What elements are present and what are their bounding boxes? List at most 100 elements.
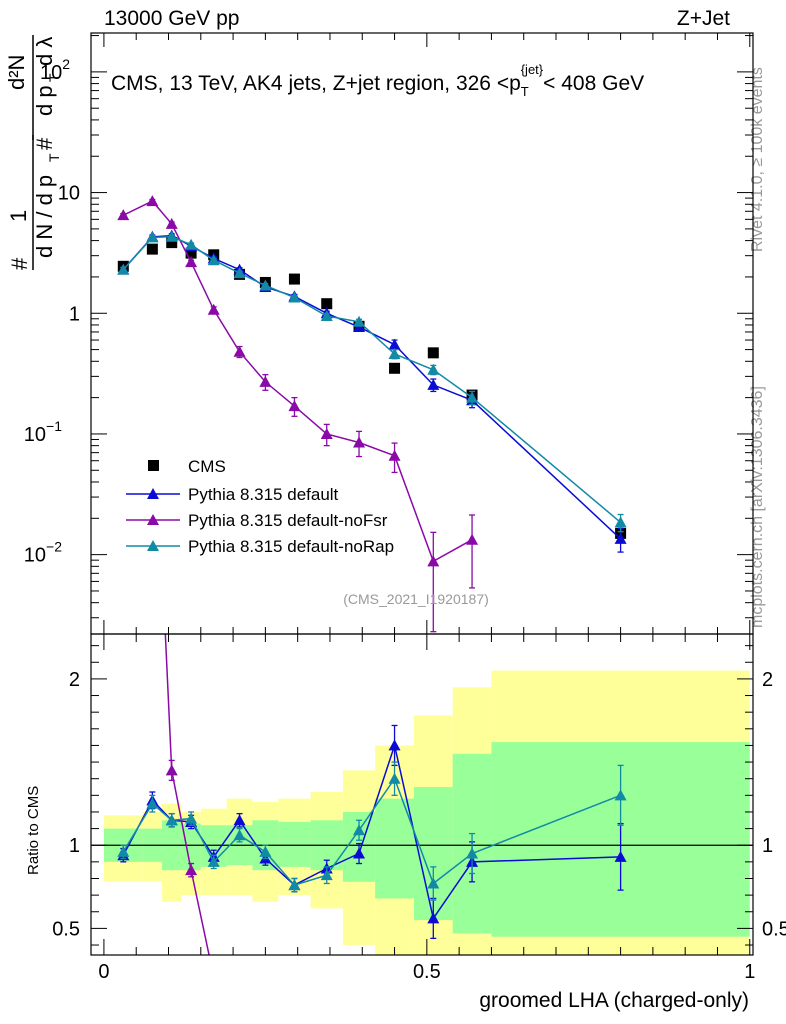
noFsr-main-point: [288, 400, 301, 412]
ratio-xtick-label: 0: [98, 961, 109, 983]
noRap-ratio-point: [466, 847, 479, 859]
title-tail: < 408 GeV: [543, 72, 644, 95]
legend-label-norap: Pythia 8.315 default-noRap: [188, 537, 394, 556]
ylabel-hash-1: #: [7, 257, 32, 270]
noRap-main-point: [388, 347, 401, 359]
ratio-ytick-label-right: 2: [762, 669, 773, 691]
cms-data-point: [288, 273, 300, 285]
default-ratio-point: [614, 850, 627, 862]
ratio-ytick-label: 2: [69, 669, 80, 691]
noFsr-ratio-point: [165, 764, 178, 776]
cms-data-point: [389, 362, 401, 374]
noRap-main-point: [259, 279, 272, 291]
noFsr-main-point: [259, 375, 272, 387]
default-ratio-point: [233, 814, 246, 826]
cms-data-point: [185, 247, 197, 259]
main-ytick-label: 10−1: [24, 418, 62, 446]
noFsr-main-point: [427, 555, 440, 567]
ratio-ytick-label-right: 0.5: [762, 918, 786, 940]
noRap-ratio-point: [259, 845, 272, 857]
noRap-ratio-point: [353, 824, 366, 836]
noRap-ratio-point: [388, 772, 401, 784]
cms-data-point: [146, 243, 158, 255]
ratio-xtick-label: 0.5: [413, 961, 441, 983]
noRap-ratio-line: [122, 777, 621, 886]
main-ytick-exponent: −2: [46, 539, 62, 555]
noFsr-ratio-line: [164, 634, 210, 955]
process-label: Z+Jet: [677, 7, 730, 30]
ylabel-lower-sub: T: [46, 73, 62, 82]
title-sub: T: [521, 84, 529, 99]
default-ratio-point: [427, 912, 440, 924]
ratio-y-axis-label: Ratio to CMS: [25, 786, 42, 875]
noFsr-main-point: [165, 217, 178, 229]
ratio-frame: [90, 633, 754, 956]
default-main-point: [388, 338, 401, 350]
ratio-inner-band: [278, 821, 311, 867]
ylabel-one: 1: [6, 210, 31, 222]
cms-data-point: [166, 237, 178, 249]
noRap-ratio-point: [165, 814, 178, 826]
legend-marker-default: [147, 488, 159, 499]
legend-label-cms: CMS: [188, 457, 226, 476]
noFsr-main-point: [353, 436, 366, 448]
noFsr-main-point: [320, 427, 333, 439]
reference-label: (CMS_2021_I1920187): [343, 591, 489, 607]
noFsr-main-point: [185, 256, 198, 268]
main-plot-title: CMS, 13 TeV, AK4 jets, Z+jet region, 326…: [111, 62, 644, 99]
noRap-main-point: [233, 267, 246, 279]
noRap-ratio-point: [320, 869, 333, 881]
noFsr-main-line: [122, 200, 473, 563]
noRap-main-line: [122, 236, 622, 523]
legend-label-nofsr: Pythia 8.315 default-noFsr: [188, 511, 388, 530]
ylabel-denominator-sub: T: [46, 153, 62, 162]
noFsr-main-point: [207, 303, 220, 315]
legend-marker-norap: [147, 540, 159, 551]
ylabel-hash-2: #: [32, 137, 57, 150]
noRap-main-point: [614, 516, 627, 528]
main-ytick-label: 1: [69, 303, 80, 325]
noRap-ratio-point: [288, 879, 301, 891]
noRap-main-point: [185, 238, 198, 250]
noFsr-main-point: [117, 209, 130, 221]
noRap-ratio-point: [117, 845, 130, 857]
noRap-main-point: [288, 291, 301, 303]
x-axis-label: groomed LHA (charged-only): [479, 989, 749, 1012]
noRap-ratio-point: [146, 797, 159, 809]
title-sup: {jet}: [521, 62, 544, 77]
ratio-ytick-label: 0.5: [52, 918, 80, 940]
noRap-ratio-point: [207, 855, 220, 867]
main-ytick-exponent: −1: [46, 418, 62, 434]
noRap-ratio-point: [185, 812, 198, 824]
noRap-main-point: [146, 231, 159, 243]
noFsr-main-point: [233, 345, 246, 357]
ratio-plot-panel: Ratio to CMS groomed LHA (charged-only) …: [25, 633, 786, 1012]
noRap-main-point: [320, 309, 333, 321]
default-ratio-point: [388, 739, 401, 751]
ylabel-numerator: d²N: [4, 55, 29, 90]
cms-data-point: [427, 347, 439, 359]
noRap-main-point: [207, 254, 220, 266]
noRap-main-point: [117, 263, 130, 275]
main-ytick-label: 10: [58, 183, 80, 205]
ylabel-lambda: d λ: [32, 37, 57, 66]
default-main-point: [427, 378, 440, 390]
legend-marker-nofsr: [147, 514, 159, 525]
noRap-main-point: [427, 363, 440, 375]
mcplots-label: mcplots.cern.ch [arXiv:1306.3436]: [749, 386, 766, 628]
energy-label: 13000 GeV pp: [104, 7, 239, 30]
ratio-ytick-label: 1: [69, 835, 80, 857]
legend: CMS Pythia 8.315 default Pythia 8.315 de…: [126, 457, 394, 556]
title-main: CMS, 13 TeV, AK4 jets, Z+jet region, 326…: [111, 72, 521, 95]
noFsr-main-point: [388, 449, 401, 461]
ratio-inner-band: [181, 823, 201, 871]
ratio-ytick-label-right: 1: [762, 835, 773, 857]
rivet-version-label: Rivet 4.1.0, ≥ 100k events: [749, 67, 766, 252]
main-ytick-exponent: 2: [62, 56, 70, 72]
ratio-xtick-label: 1: [744, 961, 755, 983]
noRap-main-point: [353, 315, 366, 327]
legend-label-default: Pythia 8.315 default: [188, 485, 339, 504]
noRap-main-point: [165, 230, 178, 242]
